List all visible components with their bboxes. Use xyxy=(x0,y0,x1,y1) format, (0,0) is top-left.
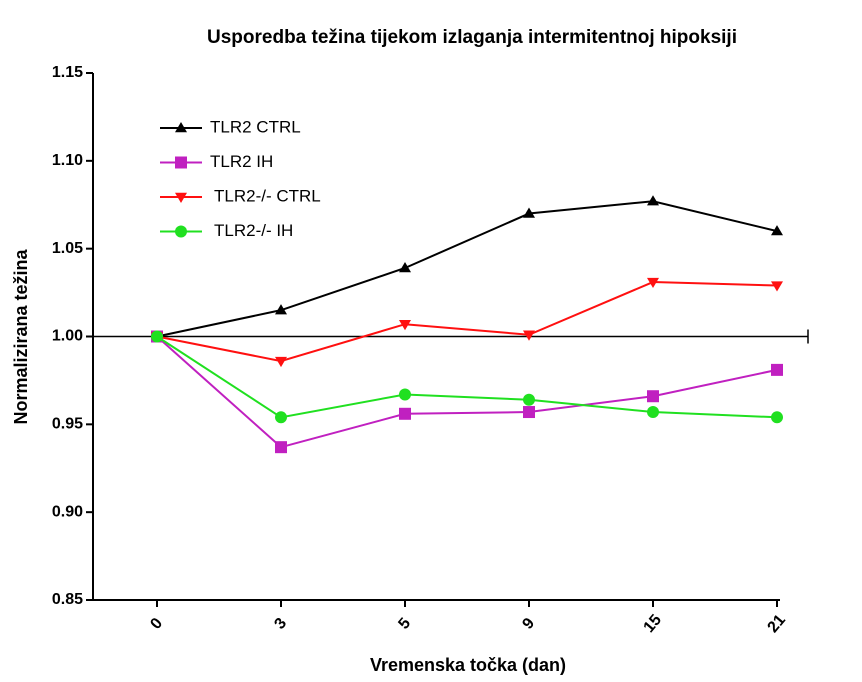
marker xyxy=(771,411,783,424)
chart-title: Usporedba težina tijekom izlaganja inter… xyxy=(207,27,737,48)
marker xyxy=(399,261,411,273)
y-tick-label: 1.05 xyxy=(52,240,83,257)
marker xyxy=(523,207,535,218)
legend-marker xyxy=(175,122,187,133)
marker xyxy=(399,388,411,401)
marker xyxy=(275,441,287,454)
legend-text: TLR2-/- CTRL xyxy=(214,186,321,205)
series-line xyxy=(156,335,778,419)
y-tick-label: 1.00 xyxy=(52,328,83,345)
marker xyxy=(151,330,163,343)
marker xyxy=(399,407,411,420)
x-tick-label: 0 xyxy=(147,615,166,633)
y-tick-label: 0.85 xyxy=(52,591,83,608)
marker xyxy=(771,363,783,376)
y-tick-label: 1.15 xyxy=(52,64,83,81)
marker xyxy=(647,195,659,206)
marker xyxy=(523,406,535,419)
legend-text: TLR2 IH xyxy=(210,152,273,171)
y-tick-label: 0.95 xyxy=(52,416,83,433)
marker xyxy=(647,390,659,403)
marker xyxy=(275,356,287,368)
marker xyxy=(647,406,659,419)
series-line xyxy=(156,281,778,363)
legend-marker xyxy=(175,225,187,238)
x-tick-label: 3 xyxy=(271,615,290,633)
x-tick-label: 21 xyxy=(765,611,790,636)
x-tick-label: 5 xyxy=(395,615,414,633)
marker xyxy=(275,304,287,315)
marker xyxy=(275,411,287,424)
series-line xyxy=(156,200,778,338)
marker xyxy=(399,320,411,331)
legend-text: TLR2-/- IH xyxy=(214,221,293,240)
series-line xyxy=(156,335,778,449)
marker xyxy=(771,225,783,236)
x-axis-label: Vremenska točka (dan) xyxy=(370,655,566,675)
y-axis-label: Normalizirana težina xyxy=(11,248,31,424)
x-tick-label: 15 xyxy=(641,611,666,636)
legend-text: TLR2 CTRL xyxy=(210,117,301,136)
legend-marker xyxy=(175,192,187,203)
marker xyxy=(647,277,659,289)
marker xyxy=(771,281,783,292)
marker xyxy=(523,393,535,406)
marker xyxy=(523,330,535,341)
y-tick-label: 1.10 xyxy=(52,152,83,169)
y-tick-label: 0.90 xyxy=(52,503,83,520)
x-tick-label: 9 xyxy=(519,615,538,633)
legend-marker xyxy=(175,156,187,169)
